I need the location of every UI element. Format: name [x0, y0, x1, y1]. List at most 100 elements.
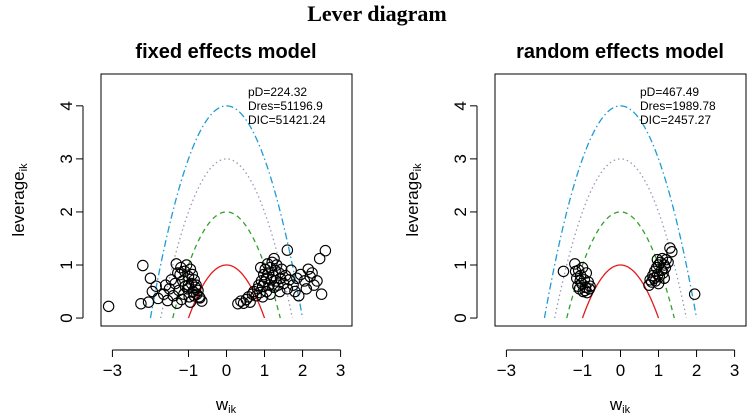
- y-tick-label: 0: [57, 313, 76, 322]
- curve-c-3: [159, 158, 294, 319]
- data-point: [196, 295, 208, 307]
- fixed-effects-panel: fixed effects model 0 1 2 3 4 −3 −1 0 1 2 3 pD=22…: [9, 41, 353, 416]
- data-point: [144, 272, 157, 284]
- data-point: [281, 283, 294, 295]
- y-tick-label: 2: [451, 207, 470, 216]
- data-point: [182, 279, 195, 291]
- data-point: [194, 292, 206, 304]
- annotation-pd-fixed: pD=224.32: [248, 85, 307, 99]
- data-point: [300, 283, 313, 295]
- data-point: [579, 284, 591, 297]
- random-effects-panel: random effects model 0 1 2 3 4 −3 −1 0 1 2 3 pD=4…: [403, 41, 747, 416]
- curve-c-4: [543, 105, 698, 319]
- data-point: [264, 288, 276, 300]
- data-point: [293, 290, 305, 302]
- data-point: [287, 279, 299, 291]
- data-point: [244, 296, 256, 308]
- x-tick-label: 2: [692, 361, 701, 380]
- plot-frame-random: [494, 73, 747, 327]
- curve-c-3: [553, 158, 688, 319]
- data-point: [175, 293, 188, 306]
- data-point: [575, 277, 588, 290]
- data-point: [557, 265, 570, 278]
- y-tick-label: 1: [57, 260, 76, 269]
- annotation-dic-fixed: DIC=51421.24: [248, 113, 326, 127]
- data-point: [302, 263, 315, 275]
- annotation-pd-random: pD=467.49: [640, 85, 699, 99]
- x-tick-label: −3: [497, 361, 516, 380]
- data-point: [102, 300, 115, 313]
- data-point: [184, 296, 197, 308]
- data-point: [150, 280, 162, 292]
- data-point: [135, 297, 147, 310]
- data-point: [258, 268, 270, 281]
- y-tick-label: 3: [57, 154, 76, 163]
- data-point: [289, 285, 301, 298]
- data-point: [319, 244, 332, 257]
- data-point: [688, 288, 701, 300]
- data-point: [186, 268, 199, 281]
- x-tick-label: 1: [654, 361, 663, 380]
- data-point: [662, 256, 674, 269]
- y-tick-label: 1: [451, 260, 470, 269]
- y-tick-label: 0: [451, 313, 470, 322]
- data-point: [649, 275, 662, 287]
- annotation-dres-fixed: Dres=51196.9: [248, 99, 323, 113]
- data-point: [666, 245, 678, 258]
- data-point: [653, 270, 666, 283]
- data-point: [275, 263, 288, 275]
- annotation-dres-random: Dres=1989.78: [640, 99, 716, 113]
- data-point: [658, 272, 670, 284]
- x-tick-label: 0: [222, 361, 231, 380]
- data-point: [569, 258, 581, 270]
- data-point: [188, 290, 200, 302]
- x-axis-label-fixed: wik: [215, 395, 237, 416]
- data-point: [137, 259, 149, 272]
- data-point: [660, 253, 672, 266]
- y-tick-label: 3: [451, 154, 470, 163]
- data-point: [315, 288, 328, 300]
- x-tick-label: 3: [336, 361, 345, 380]
- data-point: [285, 264, 297, 277]
- x-tick-label: −3: [103, 361, 122, 380]
- y-tick-label: 4: [451, 101, 470, 110]
- data-point: [260, 285, 273, 298]
- data-point: [268, 252, 280, 265]
- data-point: [652, 268, 664, 281]
- y-tick-label: 2: [57, 207, 76, 216]
- data-point: [273, 267, 285, 279]
- curve-c-4: [149, 105, 304, 319]
- y-tick-label: 4: [57, 101, 76, 110]
- data-point: [250, 290, 262, 302]
- annotation-dic-random: DIC=2457.27: [640, 113, 711, 127]
- data-point: [174, 268, 186, 281]
- data-point: [313, 252, 326, 265]
- data-point: [263, 279, 275, 291]
- panel-title-random: random effects model: [516, 41, 724, 63]
- data-point: [165, 274, 178, 286]
- figure-title: Lever diagram: [307, 1, 447, 26]
- data-point: [569, 265, 582, 278]
- x-axis-label-random: wik: [609, 395, 631, 416]
- data-point: [142, 296, 155, 308]
- data-point: [170, 258, 183, 270]
- data-point: [574, 275, 586, 287]
- data-point: [281, 244, 294, 256]
- panel-title-fixed: fixed effects model: [135, 41, 316, 63]
- x-tick-label: 0: [616, 361, 625, 380]
- data-point: [184, 263, 197, 275]
- x-tick-label: 3: [730, 361, 739, 380]
- y-axis-label-random: leverageik: [403, 163, 424, 237]
- data-point: [298, 275, 311, 287]
- data-point: [655, 264, 668, 277]
- data-point: [311, 275, 323, 287]
- x-tick-label: 1: [260, 361, 269, 380]
- x-tick-label: −1: [573, 361, 592, 380]
- x-tick-label: −1: [179, 361, 198, 380]
- x-tick-label: 2: [298, 361, 307, 380]
- data-point: [657, 267, 669, 279]
- data-point: [254, 261, 267, 274]
- data-point: [291, 272, 303, 284]
- plot-frame-fixed: [100, 73, 353, 327]
